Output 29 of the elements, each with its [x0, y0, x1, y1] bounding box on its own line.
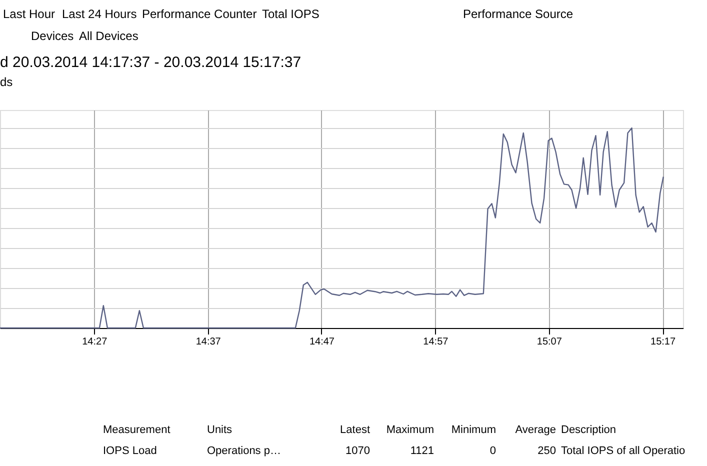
text: All Devices	[79, 29, 138, 43]
x-tick-label: 14:47	[309, 336, 335, 348]
x-tick-label: 15:17	[650, 336, 676, 348]
text: Measurement	[103, 424, 170, 436]
x-tick-label: 15:07	[536, 336, 562, 348]
x-tick-label: 14:27	[82, 336, 108, 348]
text: Last Hour	[3, 7, 56, 21]
text: Units	[207, 424, 233, 436]
text: Total IOPS	[262, 7, 320, 21]
chart-title: d 20.03.2014 14:17:37 - 20.03.2014 15:17:37	[0, 54, 302, 71]
text: Average	[515, 424, 556, 436]
text: Performance Source	[463, 7, 574, 21]
text: Minimum	[451, 424, 496, 436]
x-tick-label: 14:37	[196, 336, 222, 348]
text: Description	[561, 424, 616, 436]
text: Devices	[31, 29, 74, 43]
text: 1070	[346, 445, 370, 457]
text: 0	[490, 445, 496, 457]
text: Last 24 Hours	[62, 7, 137, 21]
text: Maximum	[386, 424, 434, 436]
x-tick-label: 14:57	[423, 336, 449, 348]
text: IOPS Load	[103, 445, 157, 457]
text: 1121	[410, 445, 434, 457]
chart-subtitle: ds	[0, 75, 13, 89]
text: Latest	[340, 424, 370, 436]
text: Total IOPS of all Operatio	[561, 445, 686, 457]
text: Operations p…	[207, 445, 281, 457]
text: Performance Counter	[142, 7, 257, 21]
text: 250	[538, 445, 556, 457]
